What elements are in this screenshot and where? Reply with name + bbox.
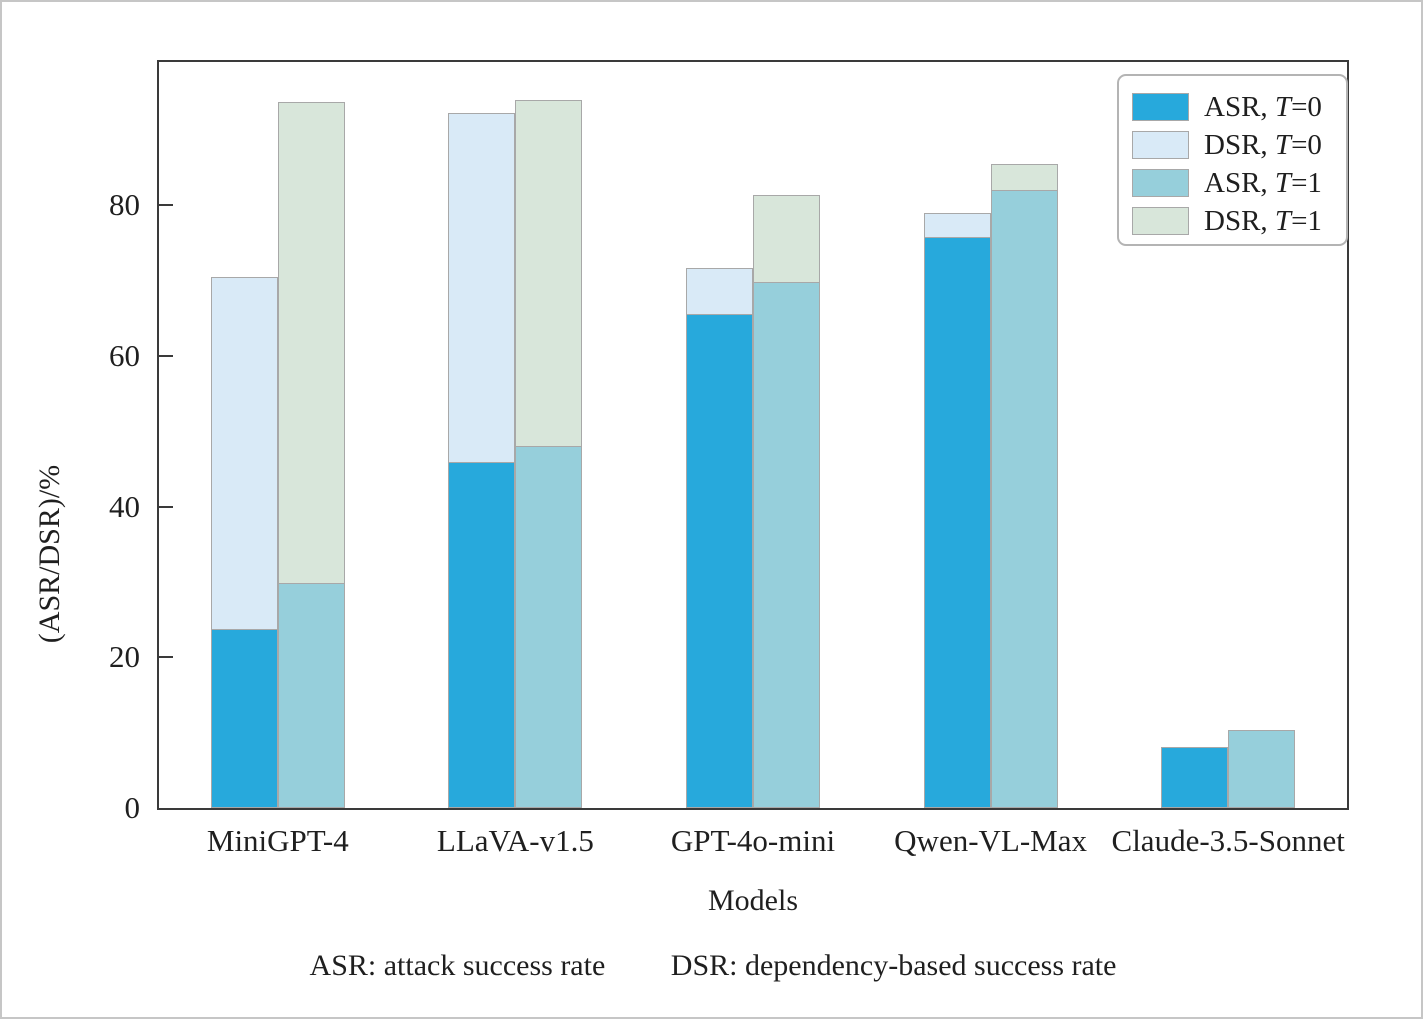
x-tick-label-minigpt-4: MiniGPT-4 bbox=[206, 823, 349, 858]
y-tick-label-60: 60 bbox=[109, 337, 140, 373]
y-tick-label-20: 20 bbox=[109, 639, 140, 675]
y-tick-mark-20 bbox=[159, 656, 173, 659]
bar-asr-t-0-llava-v1-5 bbox=[448, 462, 516, 808]
legend-item-asr-t-1: ASR, T=1 bbox=[1132, 164, 1346, 201]
y-axis-title: (ASR/DSR)/% bbox=[33, 464, 66, 644]
bar-asr-t-0-claude-3-5-sonnet bbox=[1161, 746, 1229, 808]
bar-asr-t-1-llava-v1-5 bbox=[515, 446, 583, 808]
x-tick-label-gpt-4o-mini: GPT-4o-mini bbox=[670, 823, 836, 858]
y-tick-label-40: 40 bbox=[109, 488, 140, 524]
bar-asr-t-1-qwen-vl-max bbox=[990, 190, 1058, 808]
legend-item-dsr-t-0: DSR, T=0 bbox=[1132, 126, 1346, 163]
footnote-asr-definition: ASR: attack success rate bbox=[309, 949, 606, 982]
x-tick-label-claude-3-5-sonnet: Claude-3.5-Sonnet bbox=[1111, 823, 1345, 858]
y-tick-mark-80 bbox=[159, 204, 173, 207]
footnote-dsr-definition: DSR: dependency-based success rate bbox=[670, 949, 1117, 982]
legend: ASR, T=0 DSR, T=0 ASR, T=1 DSR, T=1 bbox=[1117, 74, 1348, 246]
legend-label-dsr-t-1: DSR, T=1 bbox=[1204, 204, 1322, 237]
legend-swatch-dsr-t-1 bbox=[1132, 206, 1189, 235]
legend-swatch-dsr-t-0 bbox=[1132, 130, 1189, 159]
x-tick-label-llava-v1-5: LLaVA-v1.5 bbox=[436, 823, 594, 858]
bar-asr-t-1-minigpt-4 bbox=[277, 583, 345, 808]
legend-item-dsr-t-1: DSR, T=1 bbox=[1132, 202, 1346, 239]
legend-swatch-asr-t-1 bbox=[1132, 168, 1189, 197]
legend-label-asr-t-0: ASR, T=0 bbox=[1204, 90, 1322, 123]
legend-label-asr-t-1: ASR, T=1 bbox=[1204, 166, 1322, 199]
legend-item-asr-t-0: ASR, T=0 bbox=[1132, 88, 1346, 125]
x-tick-label-qwen-vl-max: Qwen-VL-Max bbox=[894, 823, 1087, 858]
bar-asr-t-1-claude-3-5-sonnet bbox=[1228, 729, 1296, 808]
y-tick-mark-40 bbox=[159, 505, 173, 508]
bar-asr-t-0-gpt-4o-mini bbox=[686, 313, 753, 808]
chart-footnote: ASR: attack success rate DSR: dependency… bbox=[310, 949, 1117, 983]
y-tick-label-80: 80 bbox=[109, 187, 140, 223]
legend-label-dsr-t-0: DSR, T=0 bbox=[1204, 128, 1322, 161]
y-tick-label-0: 0 bbox=[124, 790, 141, 825]
bar-asr-t-1-gpt-4o-mini bbox=[753, 282, 820, 808]
x-axis-title: Models bbox=[708, 884, 798, 917]
legend-swatch-asr-t-0 bbox=[1132, 92, 1189, 121]
y-tick-mark-60 bbox=[159, 354, 173, 357]
bar-asr-t-0-minigpt-4 bbox=[210, 628, 278, 808]
bar-asr-t-0-qwen-vl-max bbox=[923, 236, 991, 808]
